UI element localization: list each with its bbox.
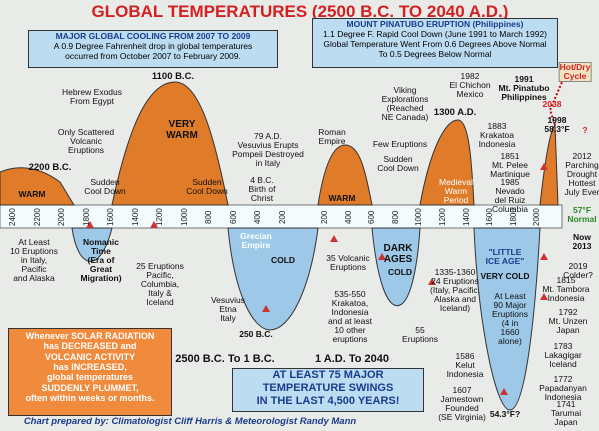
annotation: VERY COLD (480, 271, 530, 281)
x-tick-label: 1800 (508, 208, 518, 226)
annotation: Grecian Empire (240, 231, 272, 250)
x-tick-label: 2400 (8, 208, 17, 226)
annotation: 79 A.D. Vesuvius Erupts Pompeii Destroye… (232, 131, 304, 168)
annotation: 535-550 Krakatoa, Indonesia and at least… (328, 289, 372, 344)
box-text: 1.1 Degree F. Rapid Cool Down (June 1991… (323, 29, 547, 59)
x-tick-label: 1400 (461, 208, 471, 226)
annotation: 2200 B.C. (28, 162, 72, 173)
annotation: Sudden Cool Down (377, 154, 419, 173)
annotation: Now 2013 (572, 232, 592, 251)
annotation: 1335-1360 24 Eruptions (Italy, Pacific, … (430, 267, 480, 313)
annotation: VERY WARM (166, 119, 198, 141)
annotation: Vesuvius Etna Italy (210, 295, 246, 323)
title: GLOBAL TEMPERATURES (2500 B.C. TO 2040 A… (91, 2, 509, 21)
annotation: 55 Eruptions (402, 325, 438, 344)
era-label: 2500 B.C. To 1 B.C. (175, 353, 275, 365)
annotation: 1783 Lakagigar Iceland (544, 341, 582, 369)
annotation: Sudden Cool Down (84, 177, 126, 196)
x-tick-label: 1600 (106, 208, 115, 226)
volcano-icons (86, 163, 548, 395)
projection (548, 81, 563, 126)
annotation: Only Scattered Volcanic Eruptions (57, 127, 115, 155)
annotation: 1998 58.3°F (544, 115, 570, 134)
x-tick-label: 2000 (57, 208, 66, 226)
annotation: Few Eruptions (372, 139, 428, 149)
x-tick-label: 800 (390, 210, 400, 224)
annotation: 25 Eruptions Pacific, Columbia, Italy & … (136, 261, 184, 307)
annotation: 1985 Nevado del Ruiz Columbia (492, 177, 528, 214)
x-tick-label: 200 (277, 210, 287, 224)
annotation: 1982 El Chichon Mexico (449, 71, 491, 99)
annotation: 57°F Normal (567, 205, 597, 224)
annotation: 1586 Kelut Indonesia (446, 351, 484, 379)
x-tick-label: 2200 (32, 208, 42, 226)
annotation: 250 B.C. (239, 329, 273, 339)
info-box: MOUNT PINATUBO ERUPTION (Philippines) 1.1… (312, 18, 558, 68)
annotation: At Least 10 Eruptions in Italy, Pacific … (10, 237, 58, 283)
annotation: At Least 90 Major Eruptions (4 in 1660 a… (492, 291, 528, 346)
annotation: Medieval Warm Period (438, 177, 474, 205)
annotation: 1772 Papadanyan Indonesia (539, 374, 587, 402)
x-tick-label: 1000 (179, 208, 189, 226)
annotation: 1815 Mt. Tambora Indonesia (542, 275, 590, 303)
annotation: Roman Empire (318, 127, 346, 146)
x-tick-label: 2000 (532, 208, 542, 226)
annotation: Nomanic Time (Era of Great Migration) (80, 237, 122, 283)
annotation: 1741 Tarumai Japan (550, 399, 582, 427)
warm-areas (0, 81, 559, 206)
annotation: 54.3°F? (489, 409, 521, 419)
x-tick-label: 600 (367, 210, 377, 224)
annotation: 4 B.C. Birth of Christ (248, 175, 276, 203)
annotation: 35 Volcanic Eruptions (326, 253, 370, 272)
x-tick-label: 1200 (438, 208, 447, 226)
annotation: Sudden Cool Down (186, 177, 228, 196)
annotation: Viking Explorations (Reached NE Canada) (381, 85, 429, 122)
annotation: DARK AGES (383, 243, 413, 265)
x-tick-label: 600 (228, 210, 238, 224)
x-tick-label: 400 (253, 210, 262, 224)
annotation: 2019 Colder? (563, 261, 593, 280)
annotation: 1991 Mt. Pinatubo Philippines (498, 74, 550, 102)
annotation: ? (582, 125, 588, 135)
x-tick-label: 400 (343, 210, 353, 224)
annotation: WARM (18, 189, 46, 199)
annotation: 1100 B.C. (151, 71, 195, 82)
x-tick-label: 800 (204, 210, 213, 224)
annotation: 2038 (542, 99, 562, 109)
annotation: Hebrew Exodus From Egypt (61, 87, 123, 106)
box-heading: MOUNT PINATUBO ERUPTION (Philippines) (346, 19, 524, 29)
annotation: COLD (270, 255, 296, 265)
box-heading: MAJOR GLOBAL COOLING FROM 2007 TO 2009 (55, 31, 251, 41)
info-box: MAJOR GLOBAL COOLING FROM 2007 TO 2009 A … (28, 30, 278, 68)
annotation: 1607 Jamestown Founded (SE Virginia) (438, 385, 486, 422)
cold-areas (71, 227, 541, 411)
annotation: 1792 Mt. Unzen Japan (548, 307, 588, 335)
annotation: WARM (328, 193, 356, 203)
annotation: "LITTLE ICE AGE" (485, 247, 525, 266)
x-tick-label: 1400 (130, 208, 140, 226)
x-tick-label: 200 (320, 210, 329, 224)
annotation: 1300 A.D. (433, 107, 477, 118)
info-box: AT LEAST 75 MAJOR TEMPERATURE SWINGS IN … (232, 368, 424, 412)
x-tick-label: 1800 (81, 208, 91, 226)
x-tick-label: 1600 (485, 208, 495, 226)
era-label: 1 A.D. To 2040 (315, 353, 389, 365)
annotation: 2012 Parching Drought Hottest July Ever (564, 151, 599, 197)
x-tick-label: 1000 (414, 208, 424, 226)
annotation: 1851 Mt. Pelee Martinique (490, 151, 530, 179)
annotation: 1883 Krakatoa Indonesia (478, 121, 516, 149)
x-tick-label: 1200 (155, 208, 164, 226)
credit: Chart prepared by: Climatologist Cliff H… (23, 416, 357, 427)
box-text: A 0.9 Degree Fahrenheit drop in global t… (53, 41, 253, 61)
annotation: Hot/Dry Cycle (558, 62, 592, 82)
info-box: Whenever SOLAR RADIATION has DECREASED a… (8, 328, 172, 416)
annotation: COLD (387, 267, 413, 277)
